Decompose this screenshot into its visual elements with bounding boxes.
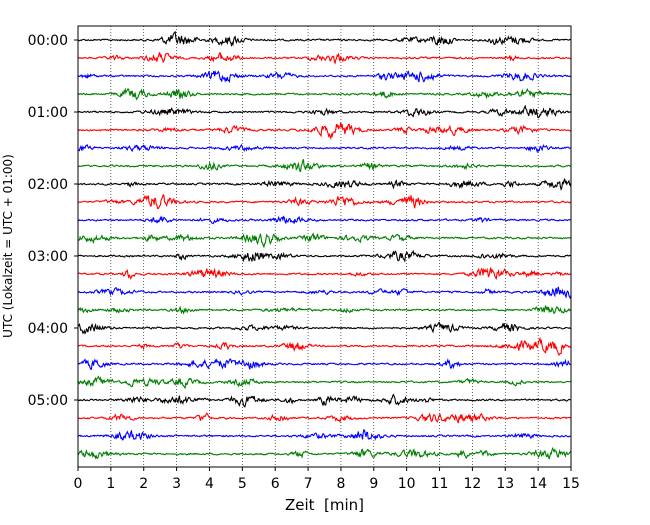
seismic-trace-0430 [77, 358, 572, 370]
x-tick-label: 6 [271, 476, 280, 492]
y-tick-label: 03:00 [28, 249, 68, 265]
seismic-trace-0530 [77, 428, 572, 441]
seismic-trace-0015 [77, 52, 572, 65]
seismic-trace-0400 [77, 321, 572, 335]
x-tick-layer: 0 1 2 3 4 5 6 7 8 9 10 11 12 13 14 15 [74, 467, 580, 492]
x-axis-title: Zeit [min] [285, 496, 364, 514]
seismic-trace-0215 [77, 193, 572, 210]
x-tick-label: 4 [205, 476, 214, 492]
seismic-trace-0515 [77, 412, 572, 424]
x-tick-label: 10 [398, 476, 416, 492]
x-tick-label: 14 [529, 476, 547, 492]
plot-background [78, 26, 571, 467]
seismic-trace-0300 [77, 249, 572, 263]
seismic-trace-0030 [77, 70, 572, 84]
plot-frame [77, 25, 572, 468]
seismic-trace-0245 [77, 232, 572, 249]
y-tick-label: 02:00 [28, 177, 68, 193]
y-tick-layer: 00:00 01:00 02:00 03:00 04:00 05:00 [28, 33, 78, 409]
seismic-trace-0200 [77, 177, 572, 191]
x-tick-label: 12 [463, 476, 481, 492]
seismic-trace-0230 [77, 215, 572, 225]
seismic-trace-0500 [77, 393, 572, 408]
trace-layer [77, 30, 572, 460]
y-tick-label: 01:00 [28, 105, 68, 121]
y-axis-title: UTC (Lokalzeit = UTC + 01:00) [1, 154, 15, 338]
y-tick-label: 04:00 [28, 321, 68, 337]
x-tick-label: 3 [172, 476, 181, 492]
seismic-trace-0330 [77, 286, 572, 300]
y-tick-label: 00:00 [28, 33, 68, 49]
seismic-trace-0100 [77, 104, 572, 119]
x-tick-label: 1 [106, 476, 115, 492]
x-tick-label: 9 [369, 476, 378, 492]
seismic-trace-0145 [77, 159, 572, 173]
seismic-trace-0345 [77, 305, 572, 315]
seismic-trace-0445 [77, 375, 572, 390]
seismic-trace-0115 [77, 122, 572, 141]
y-tick-label: 05:00 [28, 393, 68, 409]
x-tick-label: 0 [74, 476, 83, 492]
seismic-trace-0545 [77, 446, 572, 460]
x-tick-label: 5 [238, 476, 247, 492]
x-tick-label: 8 [336, 476, 345, 492]
seismic-trace-0415 [77, 336, 572, 357]
seismic-trace-0000 [77, 30, 572, 48]
x-tick-label: 11 [431, 476, 449, 492]
x-tick-label: 2 [139, 476, 148, 492]
seismic-trace-0315 [77, 267, 572, 281]
seismic-trace-0045 [77, 87, 572, 101]
seismic-trace-0130 [77, 143, 572, 154]
x-tick-label: 13 [496, 476, 514, 492]
x-tick-label: 7 [304, 476, 313, 492]
x-tick-label: 15 [562, 476, 580, 492]
